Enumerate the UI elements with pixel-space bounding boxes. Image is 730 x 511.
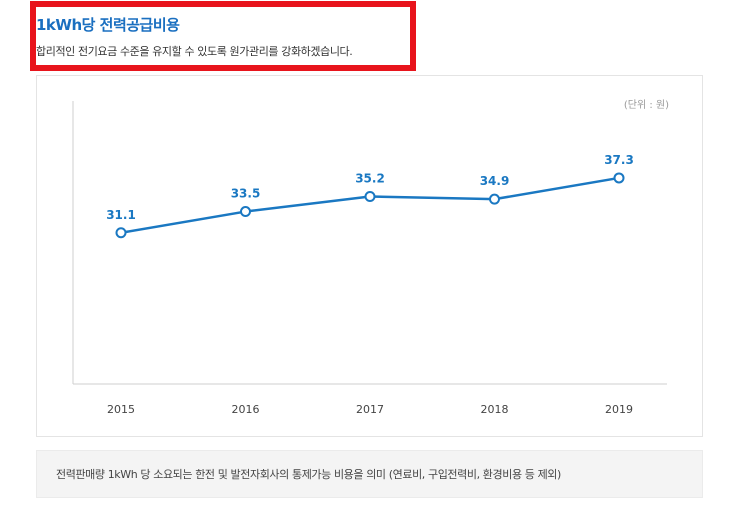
footnote-text: 전력판매량 1kWh 당 소요되는 한전 및 발전자회사의 통제가능 비용을 의… <box>56 468 561 481</box>
x-tick-label: 2015 <box>107 403 135 416</box>
data-point <box>364 191 376 203</box>
section-title: 1kWh당 전력공급비용 <box>36 16 180 34</box>
data-point <box>240 206 251 218</box>
data-point <box>613 172 625 184</box>
section-subtitle: 합리적인 전기요금 수준을 유지할 수 있도록 원가관리를 강화하겠습니다. <box>36 45 353 58</box>
chart-container: (단위 : 원) 2015 2016 2017 2018 2019 31.1 33.5 35.… <box>36 75 703 437</box>
data-label: 35.2 <box>355 172 385 186</box>
unit-label: (단위 : 원) <box>623 100 669 111</box>
series-line <box>120 176 620 235</box>
x-tick-label: 2018 <box>481 403 509 416</box>
highlight-box <box>30 1 416 71</box>
x-tick-label: 2016 <box>232 403 260 416</box>
line-chart: 2015 2016 2017 2018 2019 31.1 33.5 35.2 34.9 37.3 <box>72 101 667 416</box>
data-label: 31.1 <box>106 208 136 222</box>
data-point <box>489 193 500 205</box>
data-point <box>115 227 127 239</box>
x-tick-label: 2017 <box>356 403 384 416</box>
data-label: 33.5 <box>231 187 261 201</box>
footnote-box: 전력판매량 1kWh 당 소요되는 한전 및 발전자회사의 통제가능 비용을 의… <box>36 450 703 498</box>
data-label: 37.3 <box>604 153 634 167</box>
x-tick-label: 2019 <box>605 403 633 416</box>
data-label: 34.9 <box>480 174 510 188</box>
